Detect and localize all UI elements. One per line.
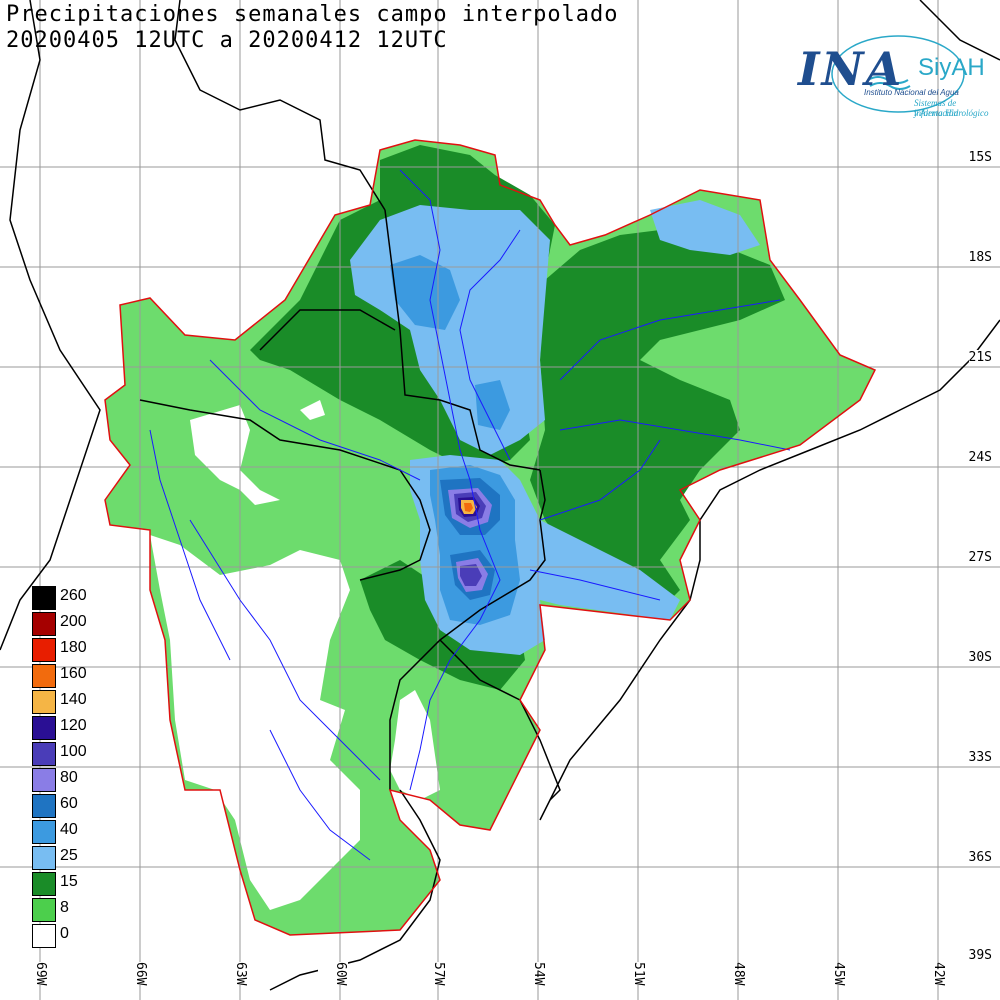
lon-label-42w: 42W (916, 962, 946, 986)
legend-row: 80 (32, 768, 122, 794)
logo-ina-text: INA (798, 42, 904, 96)
legend-row: 120 (32, 716, 122, 742)
legend-row: 40 (32, 820, 122, 846)
legend-label: 140 (60, 691, 87, 708)
legend-swatch (32, 664, 56, 688)
legend-swatch (32, 820, 56, 844)
legend-label: 200 (60, 613, 87, 630)
legend-row: 25 (32, 846, 122, 872)
legend-swatch (32, 846, 56, 870)
legend-label: 0 (60, 925, 69, 942)
lon-label-57w: 57W (416, 962, 446, 986)
zero-zone-south (150, 535, 360, 910)
legend-row: 140 (32, 690, 122, 716)
lat-label-30s: 30S (968, 650, 992, 665)
legend-swatch (32, 716, 56, 740)
legend-label: 160 (60, 665, 87, 682)
legend-row: 15 (32, 872, 122, 898)
logo-subtitle-1: Sistemas de información (914, 98, 958, 118)
lat-label-21s: 21S (968, 350, 992, 365)
legend-swatch (32, 768, 56, 792)
legend-label: 260 (60, 587, 87, 604)
legend-row: 200 (32, 612, 122, 638)
legend-label: 80 (60, 769, 78, 786)
lon-label-63w: 63W (218, 962, 248, 986)
precipitation-field (105, 140, 875, 935)
map-title: Precipitaciones semanales campo interpol… (6, 2, 619, 27)
lat-label-24s: 24S (968, 450, 992, 465)
legend-row: 60 (32, 794, 122, 820)
band-160 (464, 503, 473, 512)
band-40-a (390, 255, 460, 330)
lat-label-39s: 39S (968, 948, 992, 963)
lat-label-18s: 18S (968, 250, 992, 265)
lon-label-69w: 69W (18, 962, 48, 986)
legend-row: 260 (32, 586, 122, 612)
zero-zone-west (190, 405, 280, 505)
legend-row: 0 (32, 924, 122, 950)
zero-zone-small (300, 400, 325, 420)
legend-label: 100 (60, 743, 87, 760)
legend-label: 60 (60, 795, 78, 812)
band-40-b (475, 380, 510, 430)
band-100-b (460, 564, 482, 586)
lon-label-51w: 51W (616, 962, 646, 986)
legend-label: 40 (60, 821, 78, 838)
map-date-range: 20200405 12UTC a 20200412 12UTC (6, 28, 448, 53)
legend-label: 120 (60, 717, 87, 734)
lon-label-66w: 66W (118, 962, 148, 986)
lat-label-33s: 33S (968, 750, 992, 765)
band-15-east (530, 230, 785, 610)
logo-siyah-text: SiyAH (918, 54, 985, 81)
legend-swatch (32, 638, 56, 662)
legend-label: 180 (60, 639, 87, 656)
legend-swatch (32, 872, 56, 896)
logo-subtitle-2: y Alerta Hidrológico (914, 108, 989, 118)
legend-swatch (32, 586, 56, 610)
legend-row: 100 (32, 742, 122, 768)
lon-label-60w: 60W (318, 962, 348, 986)
rivers (149, 169, 791, 861)
lon-label-54w: 54W (516, 962, 546, 986)
legend-swatch (32, 794, 56, 818)
legend-swatch (32, 612, 56, 636)
legend-row: 180 (32, 638, 122, 664)
legend-label: 15 (60, 873, 78, 890)
lon-label-45w: 45W (816, 962, 846, 986)
precipitation-legend: 260 200 180 160 140 120 100 80 60 40 25 15 8 0 (32, 586, 122, 950)
basin-outline (104, 139, 877, 936)
lat-label-27s: 27S (968, 550, 992, 565)
band-25-northeast (650, 200, 760, 255)
legend-row: 160 (32, 664, 122, 690)
legend-row: 8 (32, 898, 122, 924)
lat-label-15s: 15S (968, 150, 992, 165)
logo-wave-icon (831, 35, 965, 113)
legend-swatch (32, 690, 56, 714)
logo-institution-text: Instituto Nacional del Agua (864, 88, 959, 97)
legend-label: 25 (60, 847, 78, 864)
legend-swatch (32, 924, 56, 948)
zero-zone-uruguay (390, 690, 440, 800)
legend-label: 8 (60, 899, 69, 916)
legend-swatch (32, 898, 56, 922)
lon-label-48w: 48W (716, 962, 746, 986)
lat-label-36s: 36S (968, 850, 992, 865)
legend-swatch (32, 742, 56, 766)
ina-siyah-logo: INA SiyAH Instituto Nacional del Agua Si… (790, 28, 1000, 132)
